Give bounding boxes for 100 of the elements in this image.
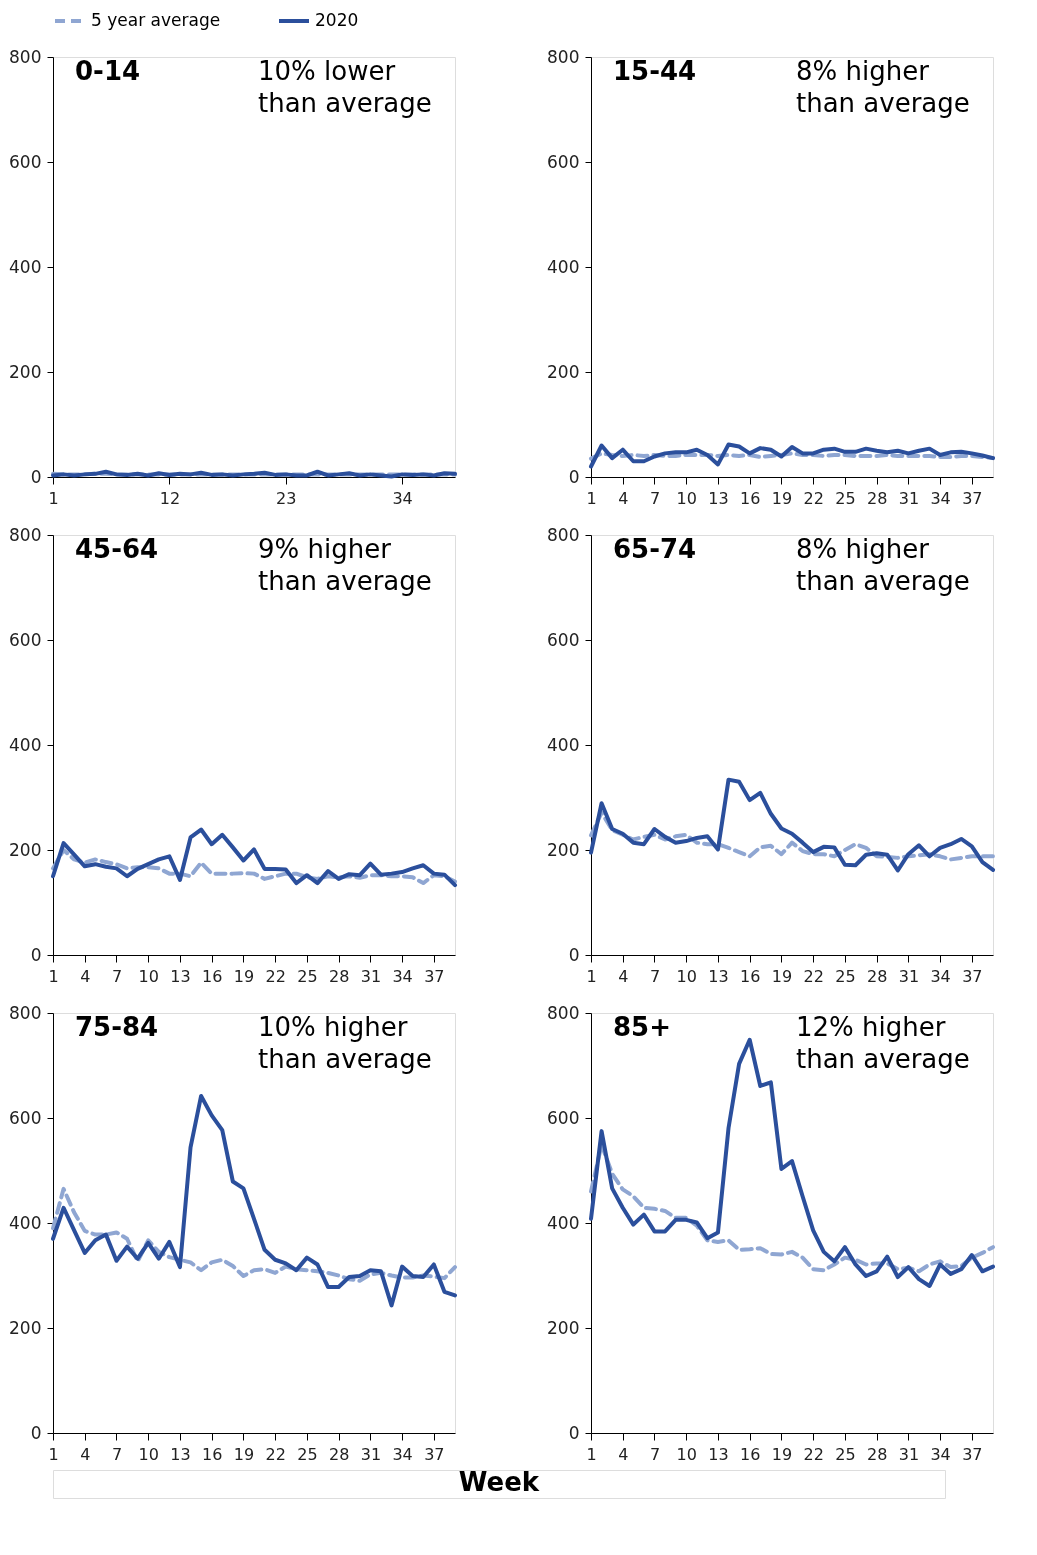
x-tick-label: 16 [202,966,223,986]
y-tick-label: 0 [30,1422,42,1443]
x-tick-label: 1 [586,966,597,986]
x-tick-label: 13 [708,1444,729,1464]
y-tick-label: 600 [9,1107,42,1128]
y-tick-label: 600 [9,629,42,650]
x-tick-label: 37 [424,966,445,986]
x-axis-title: Week [458,1467,540,1497]
x-tick-label: 34 [930,966,951,986]
y-tick-label: 800 [9,1002,42,1023]
x-tick-label: 34 [392,966,413,986]
x-tick-label: 31 [898,966,920,986]
x-tick-label: 10 [138,1444,159,1464]
y-tick-label: 800 [547,1002,580,1023]
y-tick-label: 400 [9,256,42,277]
x-tick-label: 16 [740,966,761,986]
x-tick-label: 16 [740,1444,761,1464]
annotation: 9% higher than average [258,534,432,596]
y-tick-label: 400 [547,734,580,755]
x-tick-label: 25 [835,1444,856,1464]
x-tick-label: 22 [265,966,286,986]
x-tick-label: 34 [930,488,951,508]
x-tick-label: 28 [328,966,350,986]
x-tick-label: 7 [649,488,661,508]
x-tick-label: 4 [80,966,91,986]
y-tick-label: 200 [547,1317,580,1338]
x-tick-label: 25 [297,966,318,986]
line-series [589,777,995,873]
legend-label: 5 year average [91,10,221,30]
chart-title: 45-64 [75,534,159,564]
y-tick-label: 800 [9,524,42,545]
annotation: 10% higher than average [258,1012,432,1074]
x-tick-label: 13 [170,1444,191,1464]
y-tick-label: 0 [568,1422,580,1443]
x-tick-label: 37 [962,1444,983,1464]
annotation: 8% higher than average [796,56,970,118]
x-tick-label: 25 [835,488,856,508]
x-tick-label: 13 [170,966,191,986]
x-tick-label: 7 [649,966,661,986]
x-tick-label: 28 [866,966,888,986]
x-tick-label: 7 [111,966,123,986]
x-tick-label: 19 [771,966,793,986]
y-tick-label: 600 [547,629,580,650]
chart-title: 75-84 [75,1012,159,1042]
x-tick-label: 10 [676,1444,697,1464]
y-tick-label: 0 [568,944,580,965]
x-tick-label: 37 [962,488,983,508]
line-series [51,1186,457,1283]
x-tick-label: 31 [360,1444,382,1464]
line-series [51,1093,457,1308]
chart-title: 65-74 [613,534,697,564]
x-tick-label: 34 [392,488,413,508]
y-tick-label: 800 [547,524,580,545]
x-tick-label: 19 [771,488,793,508]
chart-title: 85+ [613,1012,671,1042]
x-tick-label: 16 [740,488,761,508]
y-tick-label: 200 [9,1317,42,1338]
x-tick-label: 31 [898,1444,920,1464]
x-tick-label: 10 [676,966,697,986]
x-tick-label: 4 [618,966,629,986]
x-tick-label: 1 [586,1444,597,1464]
x-tick-label: 13 [708,966,729,986]
y-tick-label: 0 [568,466,580,487]
y-tick-label: 400 [547,256,580,277]
x-tick-label: 19 [771,1444,793,1464]
y-tick-label: 200 [547,839,580,860]
legend-label: 2020 [315,10,359,30]
x-tick-label: 7 [111,1444,123,1464]
chart-title: 15-44 [613,56,697,86]
x-tick-label: 31 [898,488,920,508]
x-tick-label: 22 [803,966,824,986]
line-series [589,810,995,862]
x-tick-label: 4 [618,1444,629,1464]
x-tick-label: 37 [424,1444,445,1464]
y-tick-label: 400 [547,1212,580,1233]
x-tick-label: 37 [962,966,983,986]
x-tick-label: 25 [297,1444,318,1464]
y-tick-label: 0 [30,466,42,487]
y-tick-label: 0 [30,944,42,965]
y-tick-label: 400 [9,734,42,755]
x-tick-label: 34 [930,1444,951,1464]
line-series [51,848,457,886]
annotation: 12% higher than average [796,1012,970,1074]
annotation: 10% lower than average [258,56,432,118]
x-tick-label: 10 [676,488,697,508]
x-tick-label: 4 [618,488,629,508]
x-tick-label: 4 [80,1444,91,1464]
y-tick-label: 400 [9,1212,42,1233]
x-tick-label: 16 [202,1444,223,1464]
y-tick-label: 800 [547,46,580,67]
y-tick-label: 200 [9,361,42,382]
x-tick-label: 28 [866,1444,888,1464]
y-tick-label: 200 [547,361,580,382]
x-tick-label: 22 [803,1444,824,1464]
y-tick-label: 800 [9,46,42,67]
y-tick-label: 600 [547,151,580,172]
x-tick-label: 22 [265,1444,286,1464]
x-tick-label: 1 [48,488,59,508]
x-tick-label: 28 [328,1444,350,1464]
x-tick-label: 10 [138,966,159,986]
